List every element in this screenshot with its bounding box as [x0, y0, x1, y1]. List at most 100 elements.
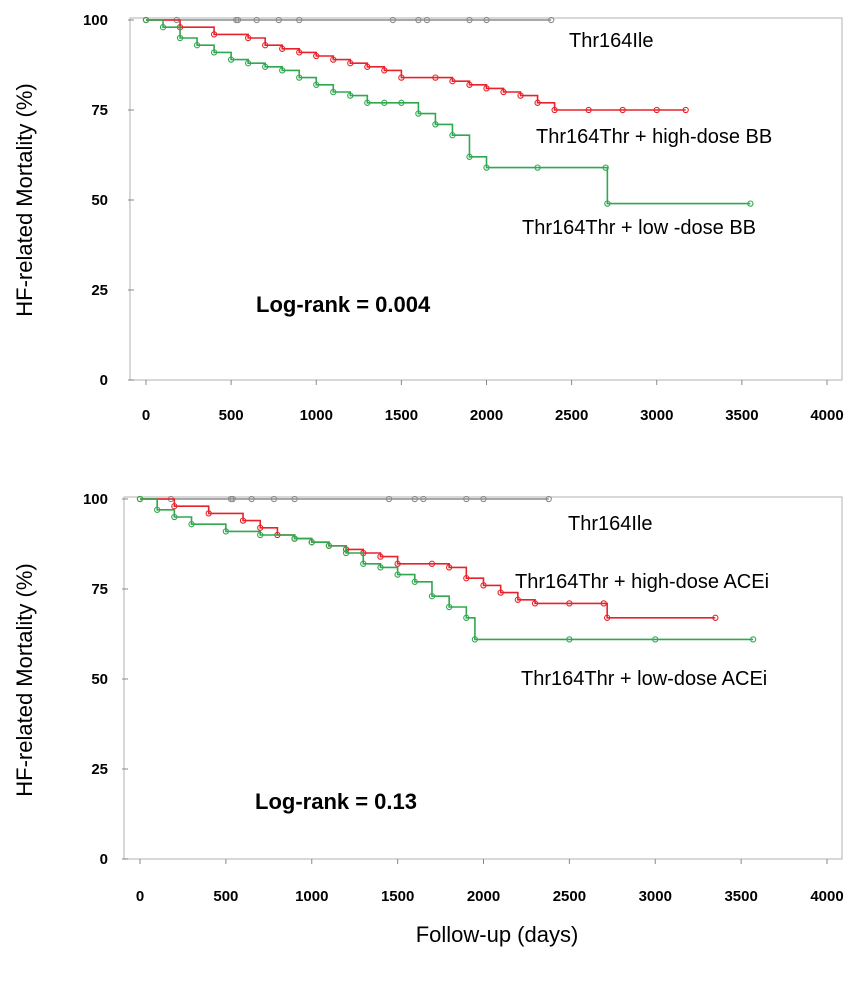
censor-mark [296, 49, 303, 56]
censor-mark [313, 52, 320, 60]
censor-mark [548, 16, 555, 24]
censor-mark [411, 578, 418, 585]
censor-mark [514, 596, 521, 603]
censor-mark [420, 495, 427, 503]
series-label-high: Thr164Thr + high-dose BB [536, 126, 772, 148]
censor-mark [653, 106, 660, 114]
censor-mark [188, 521, 195, 528]
x-tick-label: 2000 [467, 888, 500, 905]
censor-mark [566, 600, 573, 607]
censor-mark [423, 16, 431, 24]
censor-mark [275, 16, 282, 24]
censor-mark [604, 200, 611, 207]
y-axis-label: HF-related Mortality (%) [12, 83, 37, 316]
x-tick-label: 2500 [553, 888, 586, 905]
series-line-low [146, 19, 751, 205]
censor-mark [534, 99, 541, 106]
censor-mark [432, 121, 439, 128]
x-tick-label: 3500 [724, 888, 757, 905]
censor-mark [445, 564, 453, 571]
y-axis-label: HF-related Mortality (%) [12, 563, 37, 796]
censor-mark [257, 531, 264, 539]
y-tick-label: 0 [100, 372, 108, 389]
censor-mark [171, 503, 178, 510]
censor-mark [296, 16, 303, 24]
censor-mark [551, 106, 558, 114]
censor-mark [257, 524, 264, 531]
censor-mark [136, 495, 144, 503]
censor-mark [270, 495, 278, 503]
x-tick-label: 1000 [295, 888, 328, 905]
censor-mark [360, 560, 367, 567]
x-tick-label: 2500 [555, 407, 588, 424]
censor-mark [466, 16, 473, 24]
plot-frame [129, 17, 843, 381]
censor-mark [483, 164, 490, 171]
x-tick-label: 500 [213, 888, 238, 905]
censor-mark [466, 81, 473, 88]
censor-mark [330, 88, 337, 96]
censor-mark [497, 589, 504, 596]
series-line-high [140, 498, 716, 619]
censor-mark [347, 92, 354, 99]
series-label-ile: Thr164Ile [569, 30, 654, 52]
censor-mark [193, 42, 201, 49]
x-tick-label: 3500 [725, 407, 758, 424]
censor-mark [463, 575, 470, 582]
censor-mark [398, 74, 405, 81]
x-tick-label: 1500 [385, 407, 418, 424]
censor-mark [428, 593, 436, 600]
y-tick-label: 75 [91, 581, 108, 598]
censor-mark [205, 510, 212, 517]
x-axis-label: Follow-up (days) [416, 922, 579, 947]
censor-mark [749, 636, 757, 643]
censor-mark [176, 34, 184, 42]
censor-mark [244, 34, 252, 42]
censor-mark [545, 495, 552, 503]
x-tick-label: 4000 [810, 407, 843, 424]
censor-mark [308, 539, 315, 546]
series-line-low [140, 498, 754, 641]
censor-mark [534, 164, 541, 171]
censor-mark [253, 16, 260, 24]
censor-mark [600, 600, 607, 607]
series-label-low: Thr164Thr + low-dose ACEi [521, 668, 767, 690]
censor-mark [239, 517, 247, 524]
series-line-high [146, 19, 686, 111]
x-tick-label: 3000 [640, 407, 673, 424]
chart-panel-2: HF-related Mortality (%) 0 500 1000 1500 200… [12, 491, 844, 905]
censor-mark [712, 614, 719, 621]
series-label-low: Thr164Thr + low -dose BB [522, 217, 756, 239]
x-tick-label: 500 [219, 407, 244, 424]
censor-mark [652, 636, 659, 643]
x-tick-label: 0 [136, 888, 144, 905]
censor-mark [463, 495, 470, 503]
censor-mark [394, 560, 401, 567]
censor-mark [531, 600, 539, 607]
censor-mark [428, 560, 436, 567]
censor-mark [210, 49, 218, 56]
series-label-ile: Thr164Ile [568, 513, 653, 535]
censor-mark [377, 564, 384, 571]
chart-panel-1: HF-related Mortality (%) 0 500 1000 1500 200… [12, 12, 844, 424]
logrank-annotation: Log-rank = 0.13 [255, 789, 417, 814]
censor-mark [159, 24, 167, 31]
censor-mark [483, 16, 490, 24]
logrank-annotation: Log-rank = 0.004 [256, 292, 431, 317]
censor-mark [244, 60, 252, 67]
censor-mark [389, 16, 397, 24]
y-tick-label: 50 [91, 192, 108, 209]
censor-mark [313, 81, 320, 88]
censor-mark [325, 542, 333, 549]
censor-mark [517, 92, 524, 99]
censor-mark [262, 42, 269, 49]
censor-mark [449, 132, 456, 139]
censor-mark [471, 636, 479, 643]
censor-mark [222, 528, 230, 535]
series-label-high: Thr164Thr + high-dose ACEi [515, 571, 769, 593]
censor-mark [480, 582, 487, 589]
censor-mark [585, 106, 592, 114]
censor-mark [682, 106, 689, 114]
censor-mark [381, 99, 388, 106]
y-tick-label: 75 [91, 102, 108, 119]
